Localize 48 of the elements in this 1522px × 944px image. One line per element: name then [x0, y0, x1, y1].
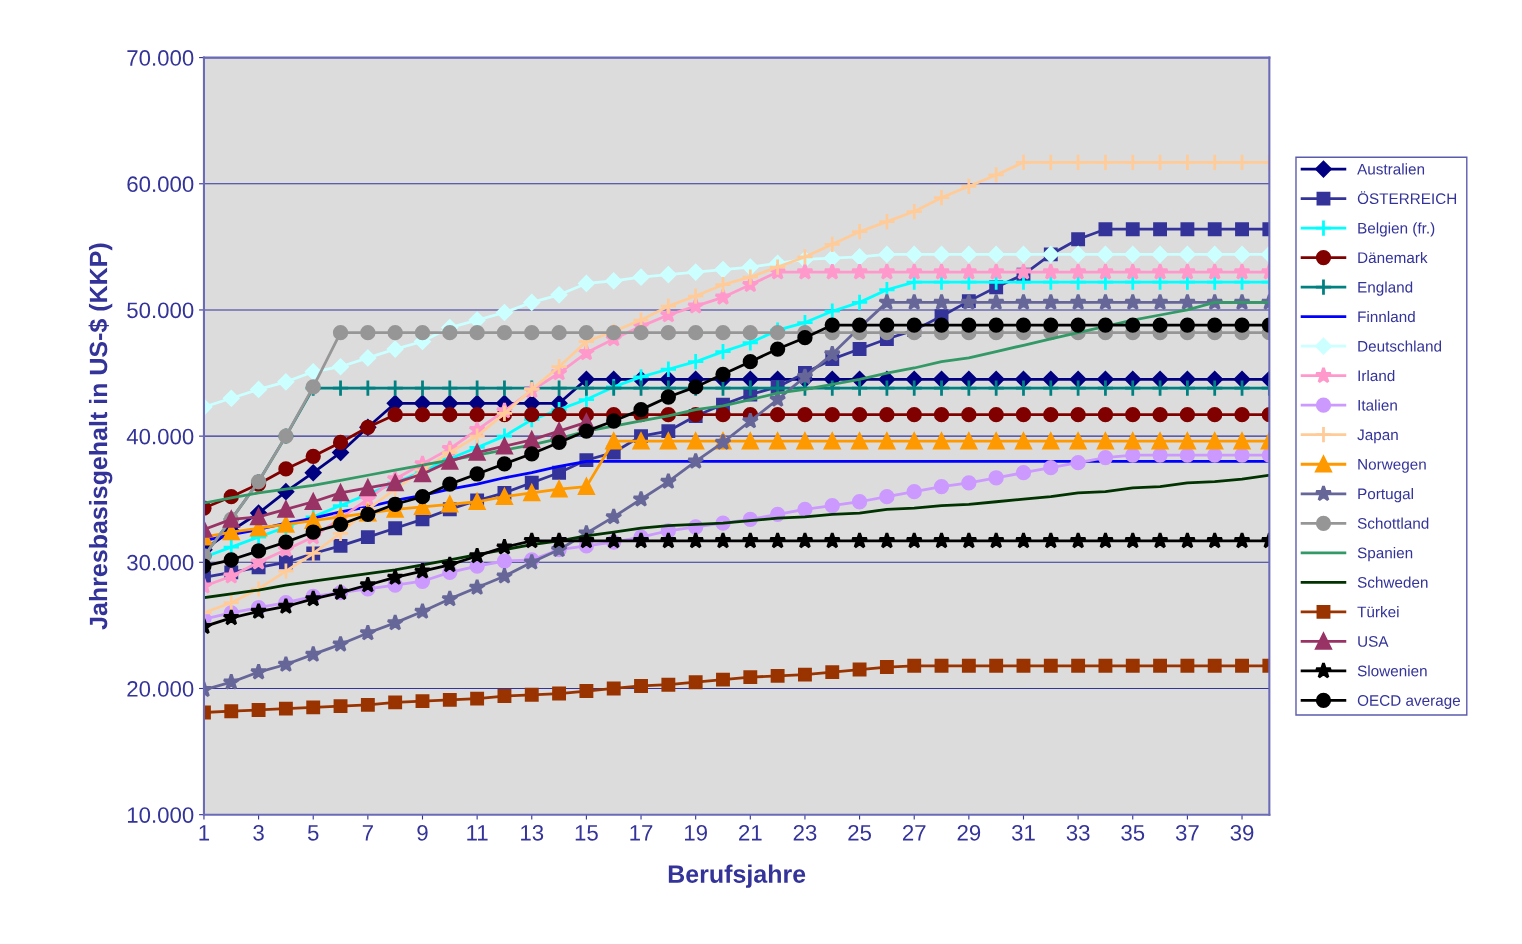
x-tick-label: 15: [575, 825, 598, 841]
x-tick-label: 23: [793, 824, 817, 841]
x-tick-label: 13: [521, 824, 544, 841]
x-tick-label: 21: [739, 824, 762, 841]
legend-label: USA: [1358, 636, 1389, 647]
legend-label: Türkei: [1357, 606, 1399, 618]
x-axis-title: Berufsjahre: [668, 864, 806, 888]
y-axis-title: Jahresbasisgehalt in US-$ (KKP): [88, 243, 113, 630]
legend-label: Australien: [1357, 163, 1425, 175]
x-tick-label: 25: [848, 824, 872, 841]
legend-label: England: [1358, 281, 1413, 296]
legend-label: Italien: [1358, 399, 1397, 411]
x-tick-label: 39: [1230, 824, 1254, 841]
legend-label: Finnland: [1358, 310, 1415, 323]
y-tick-label: 40.000: [126, 428, 194, 445]
y-tick-label: 50.000: [127, 302, 194, 319]
legend-label: OECD average: [1357, 695, 1461, 709]
x-tick-label: 5: [307, 825, 319, 841]
y-tick-label: 20.000: [127, 681, 194, 697]
x-tick-label: 37: [1175, 824, 1199, 841]
legend-label: Dänemark: [1358, 251, 1428, 264]
x-tick-label: 1: [199, 825, 210, 841]
legend-label: Spanien: [1357, 547, 1413, 562]
y-tick-label: 60.000: [127, 176, 194, 193]
x-tick-label: 11: [467, 825, 488, 841]
y-tick-label: 10.000: [127, 807, 194, 823]
x-tick-label: 31: [1011, 824, 1035, 841]
legend-label: Japan: [1357, 429, 1398, 444]
x-tick-label: 35: [1121, 824, 1145, 841]
x-tick-label: 3: [253, 824, 264, 841]
y-tick-label: 30.000: [127, 554, 194, 571]
x-tick-label: 17: [630, 825, 653, 841]
legend-label: Belgien (fr.): [1358, 222, 1435, 237]
x-tick-label: 19: [685, 824, 707, 841]
y-tick-label: 70.000: [127, 50, 194, 66]
x-tick-label: 27: [902, 824, 926, 841]
x-tick-label: 33: [1066, 824, 1090, 841]
legend-label: Portugal: [1358, 488, 1413, 503]
x-tick-label: 29: [957, 824, 981, 841]
legend-label: Deutschland: [1358, 340, 1442, 352]
x-tick-label: 7: [362, 825, 373, 841]
legend-label: Slowenien: [1357, 665, 1427, 677]
legend-label: Schweden: [1357, 576, 1428, 588]
legend-label: Schottland: [1357, 517, 1429, 529]
x-tick-label: 9: [417, 824, 428, 841]
legend-label: Irland: [1358, 369, 1395, 382]
legend-label: Norwegen: [1358, 459, 1426, 473]
legend-label: ÖSTERREICH: [1357, 191, 1457, 205]
